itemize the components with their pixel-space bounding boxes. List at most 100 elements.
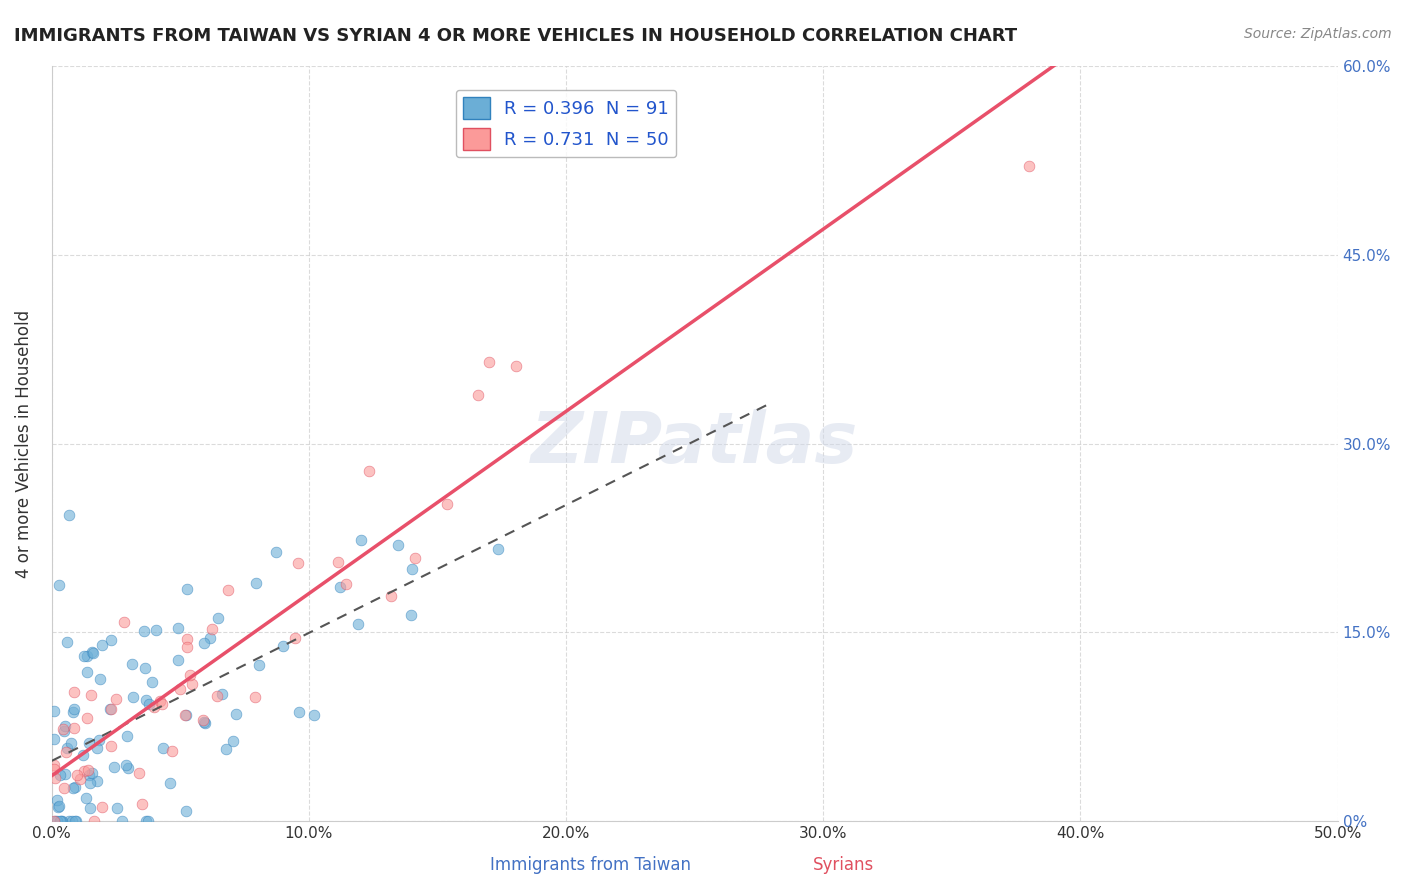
Point <box>176 582 198 596</box>
Point <box>73 764 96 778</box>
Point <box>193 714 215 729</box>
Point <box>117 761 139 775</box>
Point <box>380 589 402 603</box>
Point <box>56 635 79 649</box>
Point <box>205 689 228 703</box>
Point <box>132 624 155 638</box>
Point <box>69 772 91 786</box>
Point <box>82 645 104 659</box>
Point <box>357 464 380 478</box>
Point <box>387 537 409 551</box>
Point <box>76 665 98 680</box>
Point <box>100 701 122 715</box>
Point <box>52 722 75 736</box>
Point <box>335 577 357 591</box>
Point <box>143 699 166 714</box>
Text: Syrians: Syrians <box>813 856 875 874</box>
Point <box>350 533 373 548</box>
Point <box>56 740 79 755</box>
Point <box>48 577 70 591</box>
Point <box>176 640 198 654</box>
Point <box>176 632 198 646</box>
Text: IMMIGRANTS FROM TAIWAN VS SYRIAN 4 OR MORE VEHICLES IN HOUSEHOLD CORRELATION CHA: IMMIGRANTS FROM TAIWAN VS SYRIAN 4 OR MO… <box>14 27 1017 45</box>
Point <box>141 675 163 690</box>
Point <box>62 780 84 795</box>
Point <box>65 814 87 829</box>
Point <box>198 631 221 645</box>
Point <box>86 773 108 788</box>
Point <box>201 622 224 636</box>
Text: Source: ZipAtlas.com: Source: ZipAtlas.com <box>1244 27 1392 41</box>
Point <box>63 722 86 736</box>
Point <box>44 731 66 746</box>
Y-axis label: 4 or more Vehicles in Household: 4 or more Vehicles in Household <box>15 310 32 578</box>
Point <box>104 691 127 706</box>
Point <box>193 636 215 650</box>
Point <box>128 766 150 780</box>
Point <box>83 814 105 829</box>
Point <box>53 780 76 795</box>
Point <box>329 580 352 594</box>
Point <box>51 814 73 829</box>
Point <box>60 814 83 829</box>
Point <box>82 765 104 780</box>
Point <box>76 649 98 664</box>
Legend: R = 0.396  N = 91, R = 0.731  N = 50: R = 0.396 N = 91, R = 0.731 N = 50 <box>456 90 676 157</box>
Point <box>159 776 181 790</box>
Point <box>145 623 167 637</box>
Point <box>44 762 66 776</box>
Point <box>117 729 139 743</box>
Point <box>72 747 94 762</box>
Point <box>91 800 114 814</box>
Point <box>264 544 287 558</box>
Point <box>150 697 173 711</box>
Point <box>111 814 134 829</box>
Point <box>191 714 214 728</box>
Point <box>48 768 70 782</box>
Point <box>149 694 172 708</box>
Point <box>51 814 73 829</box>
Point <box>103 760 125 774</box>
Point <box>169 682 191 697</box>
Point <box>91 638 114 652</box>
Point <box>48 799 70 814</box>
Point <box>134 661 156 675</box>
Point <box>436 497 458 511</box>
Point <box>53 767 76 781</box>
Point <box>80 689 103 703</box>
Point <box>98 702 121 716</box>
Point <box>63 685 86 699</box>
Point <box>79 801 101 815</box>
Point <box>247 657 270 672</box>
Text: Immigrants from Taiwan: Immigrants from Taiwan <box>491 856 690 874</box>
Point <box>174 707 197 722</box>
Point <box>63 780 86 794</box>
Point <box>211 687 233 701</box>
Point <box>63 814 86 829</box>
Point <box>136 814 159 829</box>
Point <box>87 733 110 747</box>
Point <box>112 615 135 629</box>
Point <box>58 508 80 523</box>
Point <box>287 556 309 570</box>
Point <box>44 814 66 829</box>
Point <box>326 555 349 569</box>
Point <box>207 610 229 624</box>
Point <box>44 758 66 772</box>
Point <box>79 776 101 790</box>
Point <box>115 758 138 772</box>
Point <box>505 359 527 373</box>
Point <box>179 668 201 682</box>
Point <box>194 716 217 731</box>
Point <box>222 734 245 748</box>
Point <box>73 649 96 664</box>
Point <box>59 736 82 750</box>
Point <box>225 706 247 721</box>
Point <box>217 583 239 598</box>
Point <box>1018 160 1040 174</box>
Point <box>53 724 76 739</box>
Point <box>273 640 295 654</box>
Point <box>214 741 236 756</box>
Point <box>131 797 153 811</box>
Point <box>45 814 67 829</box>
